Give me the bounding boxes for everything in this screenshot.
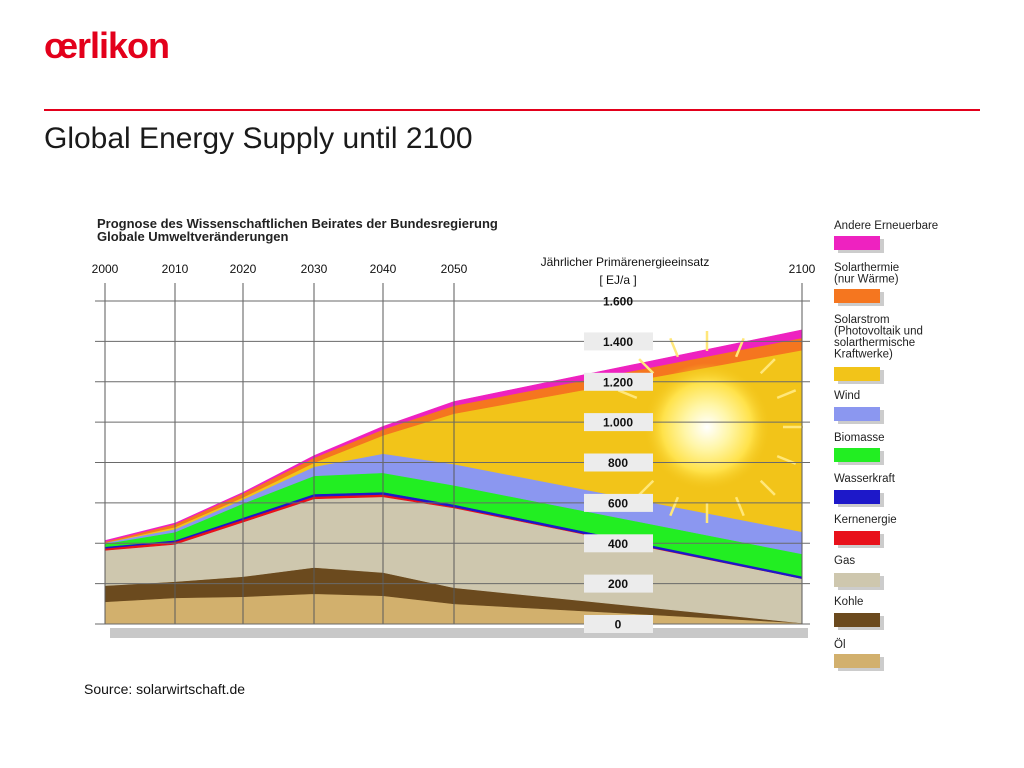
- chart-title-line: Prognose des Wissenschaftlichen Beirates…: [97, 216, 498, 231]
- x-tick-label: 2020: [230, 262, 257, 276]
- y-tick-box: [584, 372, 653, 391]
- title-divider: [44, 109, 980, 111]
- legend-swatch: [834, 490, 880, 504]
- y-tick-label: 800: [608, 456, 628, 470]
- legend-swatch: [834, 613, 880, 627]
- y-tick-label: 0: [615, 618, 622, 632]
- chart-title: Prognose des Wissenschaftlichen Beirates…: [97, 216, 498, 244]
- y-tick-box: [584, 413, 653, 432]
- sun-ray: [734, 496, 745, 517]
- oerlikon-logo: œrlikon: [44, 25, 170, 66]
- y-axis-ticks: 0 200 400 600 800 1.000 1.200 1.400 1.600: [584, 295, 653, 633]
- legend-swatch: [834, 367, 880, 381]
- x-tick-label: 2050: [441, 262, 468, 276]
- y-tick-label: 1.000: [603, 416, 633, 430]
- y-axis-unit: [ EJ/a ]: [599, 273, 636, 287]
- legend-swatch: [834, 289, 880, 303]
- legend-swatch: [834, 573, 880, 587]
- y-tick-label: 1.600: [603, 295, 633, 309]
- legend-label: Kernenergie: [834, 514, 897, 526]
- sun-ray: [759, 358, 776, 375]
- chart-shadow: [110, 628, 808, 638]
- legend-swatch: [834, 236, 880, 250]
- x-tick-label: 2010: [162, 262, 189, 276]
- y-tick-label: 200: [608, 577, 628, 591]
- chart-floor-shadow: [110, 628, 808, 638]
- legend-label: Kraftwerke): [834, 349, 893, 361]
- y-tick-box: [584, 453, 653, 472]
- legend-label: Solarthermie: [834, 262, 899, 274]
- legend-label: Biomasse: [834, 432, 885, 444]
- chart-title-line: Globale Umweltveränderungen: [97, 229, 288, 244]
- legend-label: Kohle: [834, 596, 863, 608]
- slide-title: Global Energy Supply until 2100: [44, 122, 473, 155]
- y-tick-label: 1.200: [603, 375, 633, 389]
- legend-swatch: [834, 407, 880, 421]
- legend-swatch: [834, 531, 880, 545]
- y-tick-label: 1.400: [603, 335, 633, 349]
- y-tick-box: [584, 574, 653, 593]
- sun-illustration: [611, 331, 803, 523]
- legend-label: (Photovoltaik und: [834, 326, 923, 338]
- legend-label: Wasserkraft: [834, 473, 896, 485]
- legend-label: Andere Erneuerbare: [834, 220, 938, 232]
- sun-ray: [776, 389, 797, 400]
- legend-label: (nur Wärme): [834, 274, 899, 286]
- x-tick-label: 2040: [370, 262, 397, 276]
- legend-label: Wind: [834, 390, 860, 402]
- sun-ray: [638, 358, 655, 375]
- y-tick-box: [584, 493, 653, 512]
- legend-label: Solarstrom: [834, 314, 890, 326]
- legend-swatch: [834, 448, 880, 462]
- y-tick-box: [584, 615, 653, 633]
- x-axis-labels: 2000 2010 2020 2030 2040 2050 2100: [92, 262, 816, 276]
- sun-glow: [643, 363, 771, 491]
- legend-label: solarthermische: [834, 337, 915, 349]
- sun-ray: [669, 496, 680, 517]
- y-axis-label: Jährlicher Primärenergieeinsatz: [541, 255, 710, 269]
- legend-label: Gas: [834, 555, 855, 567]
- x-tick-label: 2000: [92, 262, 119, 276]
- sun-ray: [617, 389, 638, 400]
- legend-label: Öl: [834, 639, 846, 651]
- x-tick-label: 2100: [789, 262, 816, 276]
- y-axis-title: Jährlicher Primärenergieeinsatz [ EJ/a ]: [541, 255, 710, 287]
- source-note: Source: solarwirtschaft.de: [84, 681, 246, 697]
- chart-grid: [95, 283, 810, 625]
- y-tick-box: [584, 534, 653, 553]
- y-tick-box: [584, 332, 653, 351]
- sun-ray: [638, 479, 655, 496]
- chart-legend: Andere Erneuerbare Solarthermie(nur Wärme…: [834, 220, 938, 671]
- y-tick-label: 600: [608, 496, 628, 510]
- y-tick-label: 400: [608, 537, 628, 551]
- legend-swatch: [834, 654, 880, 668]
- x-tick-label: 2030: [301, 262, 328, 276]
- sun-ray: [759, 479, 776, 496]
